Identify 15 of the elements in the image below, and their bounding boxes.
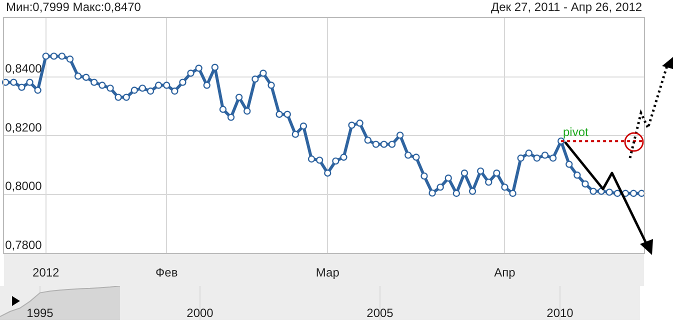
x-tick-label: Фев bbox=[156, 265, 178, 280]
y-tick-label: 0,8400 bbox=[5, 62, 42, 76]
text: Дек 27, 2011 - Апр 26, 2012 bbox=[491, 0, 642, 14]
x-tick-label: 2012 bbox=[32, 265, 60, 280]
y-tick-label: 0,8000 bbox=[5, 179, 42, 194]
x-tick-label: Апр bbox=[494, 265, 516, 280]
y-tick-label: 0,7800 bbox=[5, 238, 42, 252]
y-tick-label: 0,8200 bbox=[5, 120, 42, 134]
x-tick-label: 2005 bbox=[366, 306, 394, 320]
x-tick-label: 2010 bbox=[546, 306, 574, 320]
x-tick-label: 1995 bbox=[26, 306, 54, 320]
x-tick-label: 2000 bbox=[186, 306, 214, 320]
x-tick-label: Мар bbox=[316, 265, 340, 280]
ref-line-label: pivot bbox=[563, 125, 590, 139]
text: Мин:0,7999 Макс:0,8470 bbox=[6, 0, 142, 14]
